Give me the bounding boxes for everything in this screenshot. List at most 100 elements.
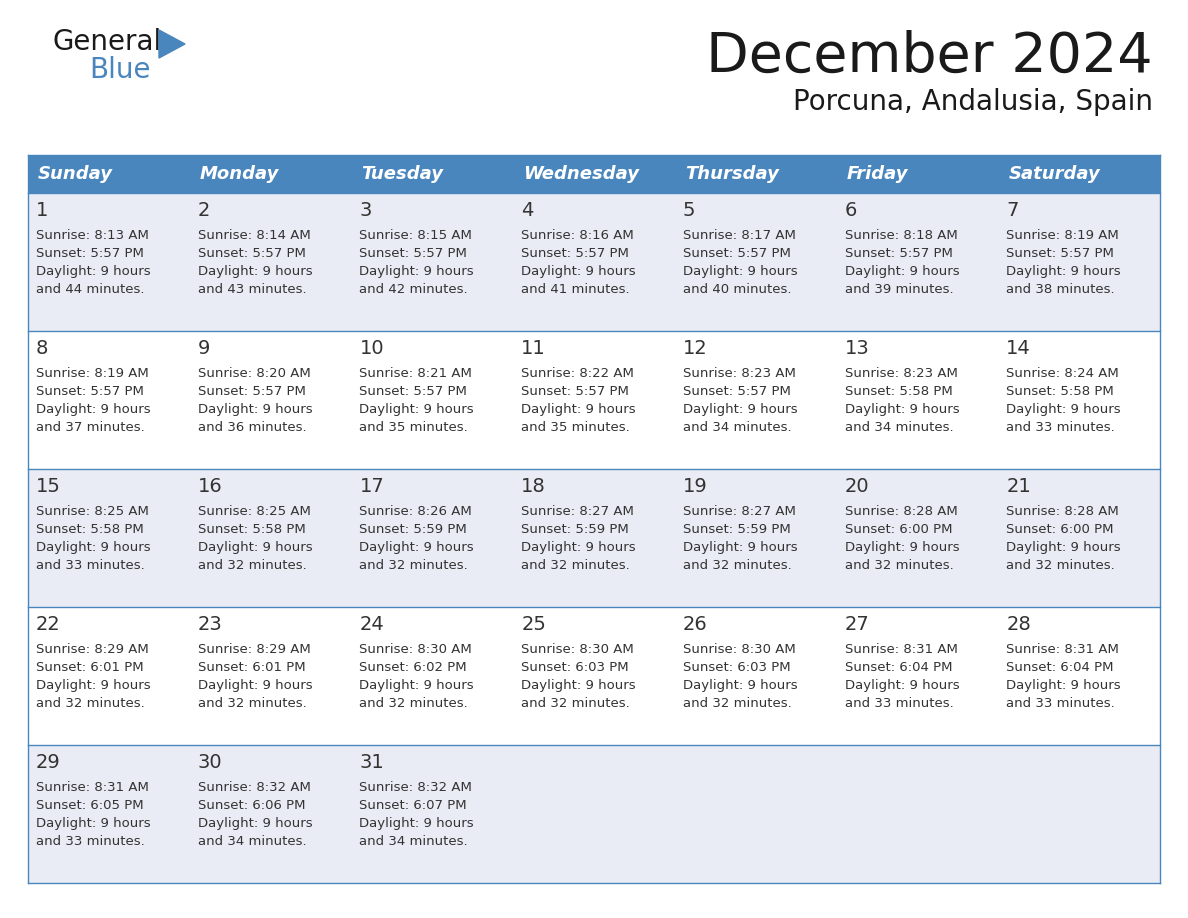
Text: 8: 8	[36, 339, 49, 358]
Text: Sunrise: 8:31 AM: Sunrise: 8:31 AM	[36, 781, 148, 794]
Text: Daylight: 9 hours: Daylight: 9 hours	[683, 403, 797, 416]
Text: Sunset: 5:58 PM: Sunset: 5:58 PM	[1006, 385, 1114, 398]
Text: Sunrise: 8:22 AM: Sunrise: 8:22 AM	[522, 367, 634, 380]
Text: Daylight: 9 hours: Daylight: 9 hours	[36, 541, 151, 554]
Text: Sunset: 6:01 PM: Sunset: 6:01 PM	[36, 661, 144, 674]
Text: Sunrise: 8:23 AM: Sunrise: 8:23 AM	[845, 367, 958, 380]
Text: Sunset: 5:57 PM: Sunset: 5:57 PM	[36, 385, 144, 398]
Text: and 32 minutes.: and 32 minutes.	[683, 697, 791, 710]
Text: Daylight: 9 hours: Daylight: 9 hours	[845, 403, 959, 416]
Text: and 41 minutes.: and 41 minutes.	[522, 283, 630, 296]
Text: Sunset: 6:00 PM: Sunset: 6:00 PM	[845, 523, 952, 536]
Text: Sunset: 5:59 PM: Sunset: 5:59 PM	[360, 523, 467, 536]
Text: Sunrise: 8:27 AM: Sunrise: 8:27 AM	[522, 505, 634, 518]
Text: Monday: Monday	[200, 165, 279, 183]
Text: 31: 31	[360, 753, 384, 772]
Text: Daylight: 9 hours: Daylight: 9 hours	[360, 403, 474, 416]
Text: Sunrise: 8:32 AM: Sunrise: 8:32 AM	[197, 781, 310, 794]
Text: 28: 28	[1006, 615, 1031, 634]
Text: Sunrise: 8:28 AM: Sunrise: 8:28 AM	[845, 505, 958, 518]
Text: and 40 minutes.: and 40 minutes.	[683, 283, 791, 296]
Text: 11: 11	[522, 339, 546, 358]
Text: and 34 minutes.: and 34 minutes.	[197, 835, 307, 848]
Text: 1: 1	[36, 201, 49, 220]
Text: Daylight: 9 hours: Daylight: 9 hours	[683, 265, 797, 278]
Text: 16: 16	[197, 477, 222, 496]
Text: General: General	[52, 28, 162, 56]
Bar	[29, 155, 1159, 193]
Text: and 38 minutes.: and 38 minutes.	[1006, 283, 1114, 296]
Text: December 2024: December 2024	[707, 30, 1154, 84]
Text: 30: 30	[197, 753, 222, 772]
Text: 19: 19	[683, 477, 708, 496]
Text: Sunset: 5:58 PM: Sunset: 5:58 PM	[845, 385, 953, 398]
Text: Daylight: 9 hours: Daylight: 9 hours	[36, 817, 151, 830]
Text: Sunset: 6:03 PM: Sunset: 6:03 PM	[522, 661, 628, 674]
Text: Sunset: 5:59 PM: Sunset: 5:59 PM	[522, 523, 628, 536]
Text: Daylight: 9 hours: Daylight: 9 hours	[683, 679, 797, 692]
Text: and 35 minutes.: and 35 minutes.	[522, 421, 630, 434]
Text: Sunrise: 8:23 AM: Sunrise: 8:23 AM	[683, 367, 796, 380]
Text: Sunset: 6:02 PM: Sunset: 6:02 PM	[360, 661, 467, 674]
Text: Sunset: 5:57 PM: Sunset: 5:57 PM	[683, 247, 791, 260]
Text: Sunrise: 8:26 AM: Sunrise: 8:26 AM	[360, 505, 472, 518]
Text: Sunset: 6:00 PM: Sunset: 6:00 PM	[1006, 523, 1114, 536]
Text: 6: 6	[845, 201, 857, 220]
Bar	[29, 745, 1159, 883]
Text: Daylight: 9 hours: Daylight: 9 hours	[36, 679, 151, 692]
Text: Sunset: 5:57 PM: Sunset: 5:57 PM	[845, 247, 953, 260]
Text: Sunrise: 8:32 AM: Sunrise: 8:32 AM	[360, 781, 473, 794]
Text: Sunrise: 8:30 AM: Sunrise: 8:30 AM	[683, 643, 796, 656]
Text: Daylight: 9 hours: Daylight: 9 hours	[197, 403, 312, 416]
Text: Daylight: 9 hours: Daylight: 9 hours	[683, 541, 797, 554]
Text: Saturday: Saturday	[1009, 165, 1100, 183]
Text: 22: 22	[36, 615, 61, 634]
Text: Sunrise: 8:18 AM: Sunrise: 8:18 AM	[845, 229, 958, 242]
Text: Sunset: 5:58 PM: Sunset: 5:58 PM	[36, 523, 144, 536]
Text: Friday: Friday	[847, 165, 908, 183]
Text: Sunset: 5:57 PM: Sunset: 5:57 PM	[360, 247, 467, 260]
Text: Daylight: 9 hours: Daylight: 9 hours	[522, 265, 636, 278]
Text: and 32 minutes.: and 32 minutes.	[36, 697, 145, 710]
Text: Sunset: 6:04 PM: Sunset: 6:04 PM	[1006, 661, 1114, 674]
Text: Sunrise: 8:16 AM: Sunrise: 8:16 AM	[522, 229, 634, 242]
Text: Sunrise: 8:20 AM: Sunrise: 8:20 AM	[197, 367, 310, 380]
Text: Sunset: 6:01 PM: Sunset: 6:01 PM	[197, 661, 305, 674]
Text: Thursday: Thursday	[684, 165, 778, 183]
Text: 29: 29	[36, 753, 61, 772]
Text: and 42 minutes.: and 42 minutes.	[360, 283, 468, 296]
Text: Daylight: 9 hours: Daylight: 9 hours	[522, 679, 636, 692]
Text: and 34 minutes.: and 34 minutes.	[845, 421, 953, 434]
Text: Daylight: 9 hours: Daylight: 9 hours	[1006, 265, 1121, 278]
Text: 12: 12	[683, 339, 708, 358]
Text: Sunrise: 8:17 AM: Sunrise: 8:17 AM	[683, 229, 796, 242]
Text: Sunset: 5:57 PM: Sunset: 5:57 PM	[522, 247, 628, 260]
Text: and 34 minutes.: and 34 minutes.	[683, 421, 791, 434]
Text: Daylight: 9 hours: Daylight: 9 hours	[1006, 541, 1121, 554]
Text: 25: 25	[522, 615, 546, 634]
Text: Sunrise: 8:29 AM: Sunrise: 8:29 AM	[36, 643, 148, 656]
Text: 7: 7	[1006, 201, 1018, 220]
Text: Wednesday: Wednesday	[523, 165, 639, 183]
Text: 26: 26	[683, 615, 708, 634]
Text: 3: 3	[360, 201, 372, 220]
Text: Daylight: 9 hours: Daylight: 9 hours	[522, 403, 636, 416]
Text: Sunday: Sunday	[38, 165, 113, 183]
Text: and 32 minutes.: and 32 minutes.	[845, 559, 953, 572]
Text: Daylight: 9 hours: Daylight: 9 hours	[845, 541, 959, 554]
Text: and 32 minutes.: and 32 minutes.	[1006, 559, 1116, 572]
Text: 20: 20	[845, 477, 870, 496]
Text: Sunset: 5:57 PM: Sunset: 5:57 PM	[360, 385, 467, 398]
Text: 27: 27	[845, 615, 870, 634]
Text: Sunrise: 8:30 AM: Sunrise: 8:30 AM	[360, 643, 472, 656]
Text: Sunset: 6:07 PM: Sunset: 6:07 PM	[360, 799, 467, 812]
Text: Sunrise: 8:31 AM: Sunrise: 8:31 AM	[1006, 643, 1119, 656]
Text: Sunset: 6:04 PM: Sunset: 6:04 PM	[845, 661, 952, 674]
Text: Sunset: 5:57 PM: Sunset: 5:57 PM	[1006, 247, 1114, 260]
Text: 2: 2	[197, 201, 210, 220]
Text: Daylight: 9 hours: Daylight: 9 hours	[1006, 403, 1121, 416]
Text: Tuesday: Tuesday	[361, 165, 443, 183]
Text: and 44 minutes.: and 44 minutes.	[36, 283, 145, 296]
Text: Sunset: 5:57 PM: Sunset: 5:57 PM	[522, 385, 628, 398]
Text: and 33 minutes.: and 33 minutes.	[1006, 697, 1116, 710]
